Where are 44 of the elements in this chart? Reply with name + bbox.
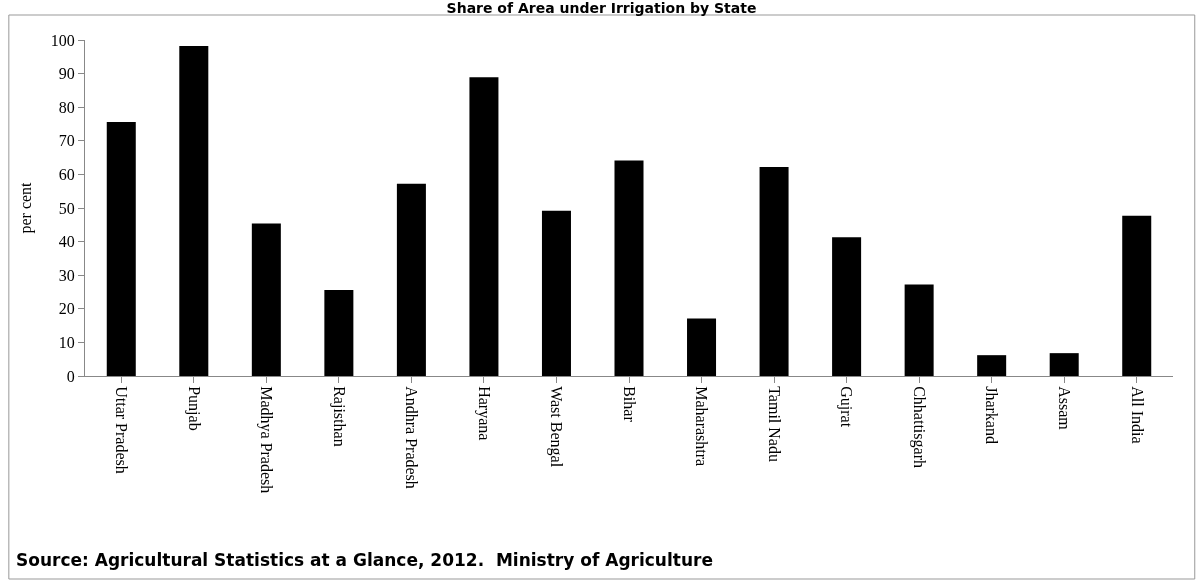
y-tick-label: 0	[66, 367, 75, 385]
x-tick-label: Maharashtra	[693, 386, 711, 467]
x-tick-label: Uttar Pradesh	[113, 386, 131, 474]
bar	[687, 318, 717, 376]
x-tick-label: Andhra Pradesh	[403, 386, 421, 489]
bar	[179, 46, 209, 376]
bar	[977, 355, 1007, 376]
bar	[469, 77, 499, 376]
bar	[1049, 353, 1079, 376]
x-tick-label: Chhattisgarh	[909, 386, 928, 468]
chart-title: Share of Area under Irrigation by State	[446, 0, 757, 16]
y-tick-label: 20	[58, 300, 75, 318]
bar	[1122, 215, 1152, 376]
x-tick-label: Jharkand	[983, 386, 1001, 444]
bar	[251, 223, 281, 376]
y-tick-label: 80	[58, 98, 75, 116]
x-tick-label: Rajisthan	[329, 386, 348, 447]
bar	[904, 284, 934, 376]
y-tick-label: 50	[58, 199, 75, 217]
y-tick-label: 60	[58, 166, 75, 183]
y-tick-label: 30	[58, 266, 75, 284]
bar	[759, 167, 789, 376]
y-tick-label: 70	[58, 132, 75, 150]
x-tick-label: Gujrat	[837, 386, 856, 428]
x-tick-label: Assam	[1056, 386, 1073, 431]
bar	[324, 289, 354, 376]
source-note: Source: Agricultural Statistics at a Glance, 2012. Ministry of Agriculture	[16, 550, 713, 570]
x-tick-label: Madhya Pradesh	[257, 386, 276, 494]
x-tick-label: Wast Bengal	[547, 386, 566, 468]
x-tick-label: Tamil Nadu	[765, 386, 783, 462]
x-tick-label: All India	[1128, 386, 1146, 444]
x-tick-label: Punjab	[184, 386, 203, 431]
y-tick-label: 90	[58, 65, 75, 83]
bar	[541, 210, 571, 376]
y-tick-label: 100	[50, 31, 75, 49]
bar	[396, 183, 426, 376]
y-tick-label: 10	[58, 334, 75, 351]
x-tick-label: Haryana	[474, 386, 493, 441]
y-tick-label: 40	[58, 233, 75, 251]
bar	[106, 121, 136, 376]
bar	[614, 160, 644, 376]
y-axis-title: per cent	[16, 181, 35, 234]
bar	[832, 237, 862, 376]
x-tick-label: Bihar	[620, 386, 638, 423]
